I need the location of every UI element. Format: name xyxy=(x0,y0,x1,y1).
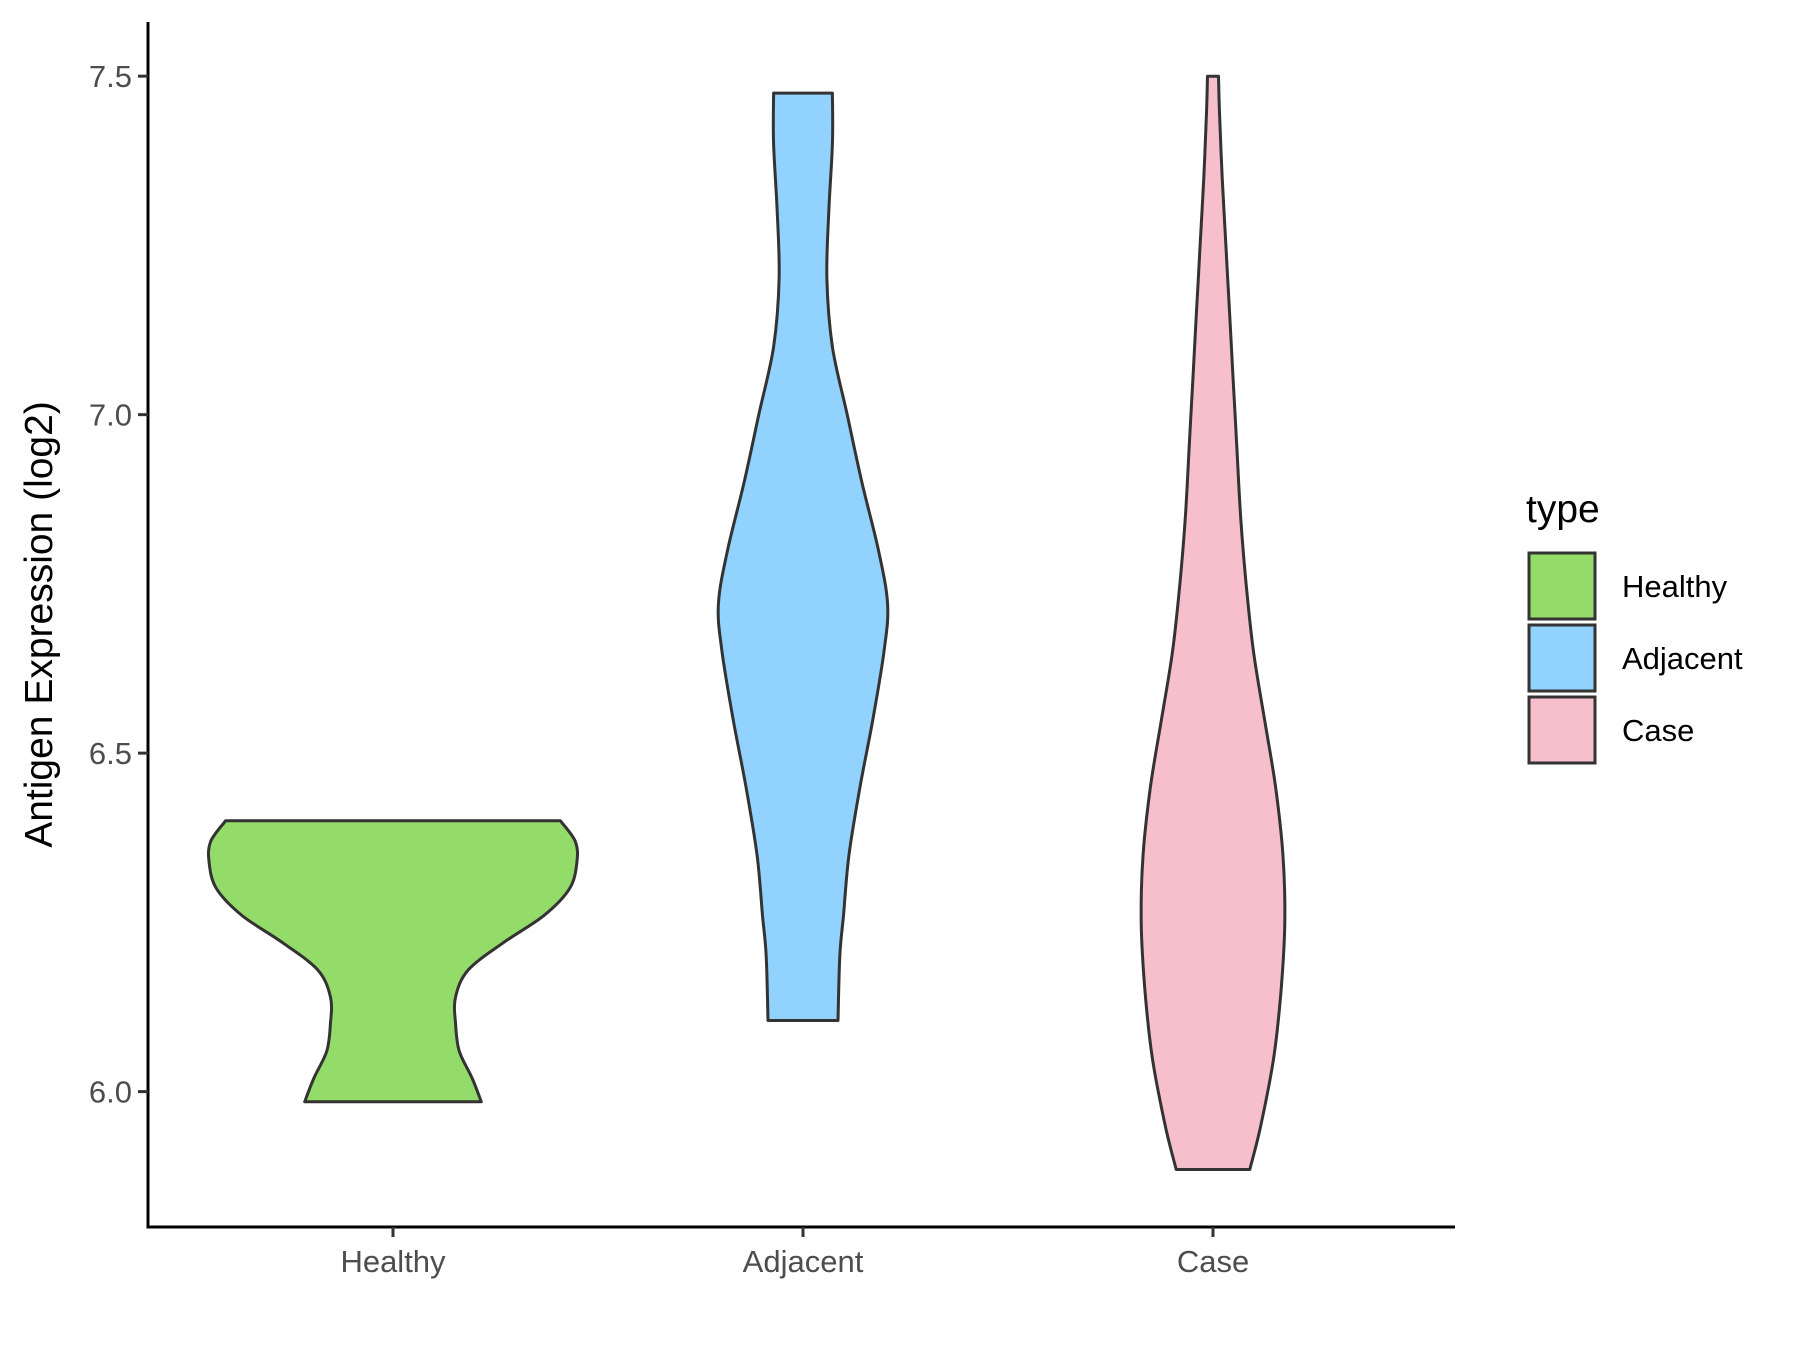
y-tick-label: 7.5 xyxy=(89,59,132,94)
legend-label-adjacent: Adjacent xyxy=(1622,641,1743,676)
x-tick-label: Adjacent xyxy=(743,1244,864,1279)
x-ticks: Healthy Adjacent Case xyxy=(340,1227,1249,1279)
violin-healthy xyxy=(206,819,580,1104)
legend-swatch-adjacent xyxy=(1527,623,1597,693)
legend-label-case: Case xyxy=(1622,713,1694,748)
axes-layer xyxy=(146,22,1455,1229)
y-axis-title: Antigen Expression (log2) xyxy=(18,401,61,848)
legend-label-healthy: Healthy xyxy=(1622,569,1728,604)
legend-title: type xyxy=(1526,488,1600,531)
violin-case xyxy=(1139,74,1287,1171)
y-tick-label: 6.0 xyxy=(89,1075,132,1110)
legend-swatch-case xyxy=(1527,695,1597,765)
x-tick-label: Case xyxy=(1177,1244,1249,1279)
violins-layer xyxy=(206,74,1287,1171)
legend-swatch-healthy xyxy=(1527,551,1597,621)
y-tick-label: 7.0 xyxy=(89,398,132,433)
legend: type Healthy Adjacent Case xyxy=(1526,488,1743,765)
y-ticks: 6.0 6.5 7.0 7.5 xyxy=(89,59,148,1110)
violin-adjacent xyxy=(716,91,890,1022)
y-tick-label: 6.5 xyxy=(89,736,132,771)
x-tick-label: Healthy xyxy=(340,1244,446,1279)
